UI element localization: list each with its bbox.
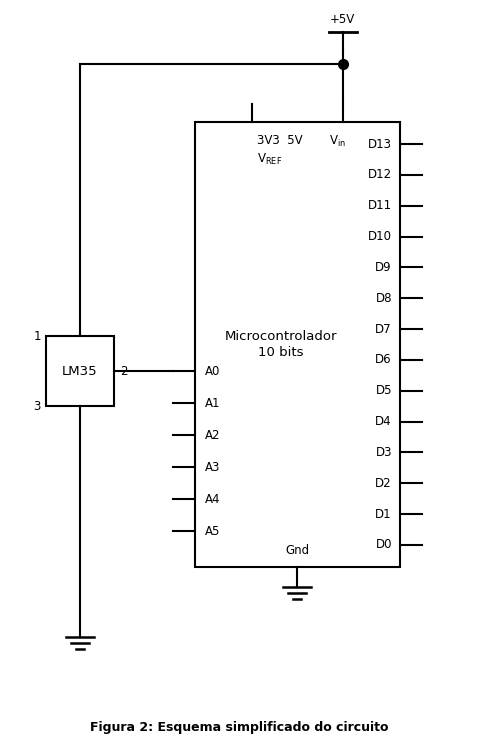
Bar bbox=[195, 122, 400, 567]
Text: A2: A2 bbox=[205, 429, 220, 441]
Text: 1: 1 bbox=[33, 329, 41, 343]
Text: V$_{\mathrm{REF}}$: V$_{\mathrm{REF}}$ bbox=[257, 152, 282, 167]
Text: D0: D0 bbox=[376, 538, 392, 551]
Text: Microcontrolador
10 bits: Microcontrolador 10 bits bbox=[225, 330, 337, 359]
Text: A5: A5 bbox=[205, 525, 220, 538]
Text: 2: 2 bbox=[120, 365, 128, 378]
Text: A1: A1 bbox=[205, 397, 220, 410]
Text: D2: D2 bbox=[375, 477, 392, 490]
Text: LM35: LM35 bbox=[62, 365, 98, 378]
Text: A3: A3 bbox=[205, 461, 220, 474]
Text: Gnd: Gnd bbox=[285, 544, 310, 557]
Text: D12: D12 bbox=[368, 168, 392, 181]
Text: A4: A4 bbox=[205, 493, 220, 505]
Text: D8: D8 bbox=[376, 292, 392, 305]
Text: D1: D1 bbox=[375, 508, 392, 520]
Text: D3: D3 bbox=[376, 446, 392, 459]
Bar bbox=[46, 336, 114, 406]
Text: +5V: +5V bbox=[330, 13, 355, 26]
Text: V$_{\mathrm{in}}$: V$_{\mathrm{in}}$ bbox=[329, 134, 346, 149]
Text: D5: D5 bbox=[376, 384, 392, 397]
Text: D4: D4 bbox=[375, 415, 392, 428]
Text: D9: D9 bbox=[375, 261, 392, 274]
Text: D13: D13 bbox=[368, 138, 392, 150]
Text: D11: D11 bbox=[368, 199, 392, 212]
Text: A0: A0 bbox=[205, 365, 220, 378]
Text: 3: 3 bbox=[33, 400, 41, 413]
Text: D10: D10 bbox=[368, 230, 392, 243]
Text: D6: D6 bbox=[375, 353, 392, 366]
Text: Figura 2: Esquema simplificado do circuito: Figura 2: Esquema simplificado do circui… bbox=[90, 721, 388, 734]
Text: D7: D7 bbox=[375, 323, 392, 335]
Text: 3V3  5V: 3V3 5V bbox=[257, 134, 303, 147]
